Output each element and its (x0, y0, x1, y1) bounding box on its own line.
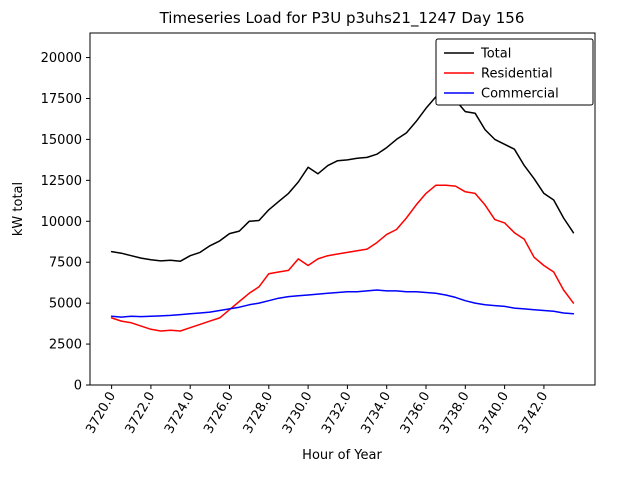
x-tick-label: 3734.0 (358, 390, 394, 437)
series-lines (110, 94, 575, 332)
y-axis: 0 2500 5000 7500 10000 12500 15000 17500 20000 (41, 51, 90, 394)
series-line-total (110, 94, 575, 262)
y-tick-label: 15000 (41, 133, 82, 148)
y-tick-label: 17500 (41, 92, 82, 107)
x-tick-label: 3728.0 (241, 390, 277, 437)
x-axis-label: Hour of Year (302, 448, 382, 463)
x-tick-label: 3732.0 (319, 390, 355, 437)
plot-border (89, 32, 596, 386)
x-tick-label: 3736.0 (398, 390, 434, 437)
plot-spines (89, 32, 596, 386)
x-axis: 3720.0 3722.0 3724.0 3726.0 3728.0 3730.0 3732… (83, 385, 551, 436)
x-tick-label: 3722.0 (123, 390, 159, 437)
legend-label-residential: Residential (481, 67, 553, 82)
x-tick-label: 3720.0 (83, 390, 119, 437)
y-tick-label: 5000 (49, 297, 82, 312)
y-tick-label: 10000 (41, 215, 82, 230)
x-tick-label: 3724.0 (162, 390, 198, 437)
legend-label-total: Total (480, 47, 511, 62)
y-tick-label: 2500 (49, 338, 82, 353)
x-tick-label: 3738.0 (437, 390, 473, 437)
legend: Total Residential Commercial (435, 38, 594, 106)
chart-title: Timeseries Load for P3U p3uhs21_1247 Day… (159, 9, 525, 28)
y-tick-label: 0 (74, 379, 82, 394)
legend-label-commercial: Commercial (481, 87, 559, 102)
x-tick-label: 3740.0 (476, 390, 512, 437)
x-tick-label: 3742.0 (516, 390, 552, 437)
y-tick-label: 20000 (41, 51, 82, 66)
x-tick-label: 3726.0 (201, 390, 237, 437)
y-tick-label: 12500 (41, 174, 82, 189)
series-line-residential (110, 184, 575, 332)
y-tick-label: 7500 (49, 256, 82, 271)
y-axis-label: kW total (11, 182, 26, 236)
series-line-commercial (110, 289, 575, 318)
x-tick-label: 3730.0 (280, 390, 316, 437)
legend-box (435, 38, 594, 106)
